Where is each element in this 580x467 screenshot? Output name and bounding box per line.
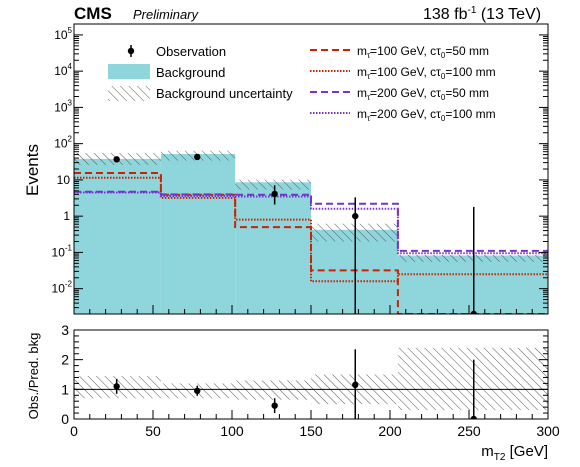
background-bar-0 — [74, 158, 161, 314]
x-tick-label-5: 250 — [457, 423, 481, 439]
legend-uncertainty-swatch — [108, 86, 150, 101]
y-axis-label: Events — [23, 144, 42, 196]
x-tick-label-1: 50 — [145, 423, 161, 439]
ratio-y-axis: 0 1 2 3 — [61, 322, 548, 427]
legend-observation-label: Observation — [156, 44, 226, 59]
y-tick-label-4: 102 — [54, 135, 72, 151]
background-histogram — [74, 153, 548, 314]
x-tick-label-4: 200 — [378, 423, 402, 439]
background-bar-3 — [311, 229, 398, 314]
y-tick-label-1: 10-1 — [52, 243, 73, 259]
signal-line-0 — [74, 172, 548, 314]
observation-point-2 — [271, 190, 278, 198]
luminosity-label: 138 fb-1 (13 TeV) — [423, 5, 541, 23]
ratio-y-axis-label: Obs./Pred. bkg — [26, 333, 41, 420]
y-tick-label-6: 104 — [54, 62, 72, 78]
observation-point-3 — [352, 212, 359, 220]
ratio-uncertainty-band — [74, 347, 548, 411]
x-tick-label-3: 150 — [299, 423, 323, 439]
cms-label: CMS — [74, 4, 112, 23]
ratio-point-4 — [470, 415, 477, 419]
ratio-point-2 — [271, 402, 278, 409]
legend-signal-label-2: mτ̃=200 GeV, cτ0=50 mm — [357, 86, 489, 102]
ratio-band-4 — [397, 347, 548, 411]
legend-observation-marker — [127, 47, 135, 55]
ratio-point-0 — [113, 383, 120, 390]
ratio-y-tick-label-1: 1 — [61, 381, 69, 397]
upper-plot-area — [74, 150, 548, 314]
observation-point-1 — [194, 153, 201, 161]
y-tick-label-2: 1 — [63, 209, 70, 223]
x-tick-label-2: 100 — [220, 423, 244, 439]
ratio-plot-area — [74, 347, 548, 419]
background-uncertainty-2 — [235, 179, 311, 190]
ratio-y-tick-label-2: 2 — [61, 352, 69, 368]
x-tick-label-6: 300 — [536, 423, 560, 439]
x-axis: 0 50 100 150 200 250 300 — [70, 305, 560, 439]
legend-signal-label-3: mτ̃=200 GeV, cτ0=100 mm — [357, 107, 496, 123]
background-bar-4 — [397, 255, 548, 314]
observation-point-0 — [113, 156, 120, 163]
upper-y-axis: 10-2 10-1 1 10 102 103 104 105 — [52, 26, 548, 315]
legend-uncertainty-label: Background uncertainty — [156, 86, 293, 101]
x-axis-label: mT2 [GeV] — [481, 443, 548, 462]
observation-points — [113, 153, 477, 314]
y-tick-label-7: 105 — [54, 26, 72, 42]
ratio-y-tick-label-3: 3 — [61, 322, 69, 338]
ratio-point-3 — [352, 381, 359, 389]
preliminary-label: Preliminary — [133, 7, 200, 22]
ratio-band-2 — [235, 380, 311, 400]
signal-line-1 — [74, 176, 548, 283]
y-tick-label-5: 103 — [54, 98, 72, 114]
x-tick-label-0: 0 — [70, 423, 78, 439]
legend: Observation Background Background uncertai… — [108, 44, 496, 123]
background-uncertainty-4 — [397, 254, 548, 262]
background-uncertainty-3 — [311, 223, 398, 242]
ratio-y-tick-label-0: 0 — [61, 411, 69, 427]
legend-background-swatch — [108, 64, 150, 79]
legend-signal-label-1: mτ̃=100 GeV, cτ0=100 mm — [357, 65, 496, 81]
ratio-points — [113, 349, 477, 419]
y-tick-label-0: 10-2 — [52, 280, 73, 296]
y-tick-label-3: 10 — [57, 173, 71, 187]
background-bar-2 — [235, 182, 311, 314]
legend-background-label: Background — [156, 65, 225, 80]
legend-signal-label-0: mτ̃=100 GeV, cτ0=50 mm — [357, 44, 489, 60]
ratio-point-1 — [194, 387, 201, 395]
background-bar-1 — [160, 153, 236, 314]
observation-point-4 — [470, 310, 477, 314]
